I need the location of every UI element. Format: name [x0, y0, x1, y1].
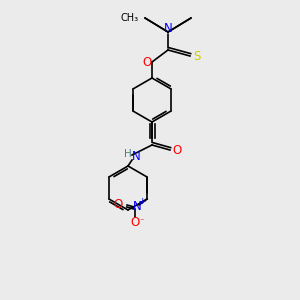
Text: O: O — [142, 56, 152, 70]
Text: N: N — [133, 200, 141, 212]
Text: S: S — [193, 50, 201, 62]
Text: +: + — [138, 196, 146, 206]
Text: H: H — [124, 149, 132, 159]
Text: O: O — [113, 197, 123, 211]
Text: ⁻: ⁻ — [140, 218, 144, 226]
Text: O: O — [172, 143, 182, 157]
Text: N: N — [132, 151, 140, 164]
Text: N: N — [164, 22, 172, 34]
Text: CH₃: CH₃ — [121, 13, 139, 23]
Text: O: O — [130, 215, 140, 229]
